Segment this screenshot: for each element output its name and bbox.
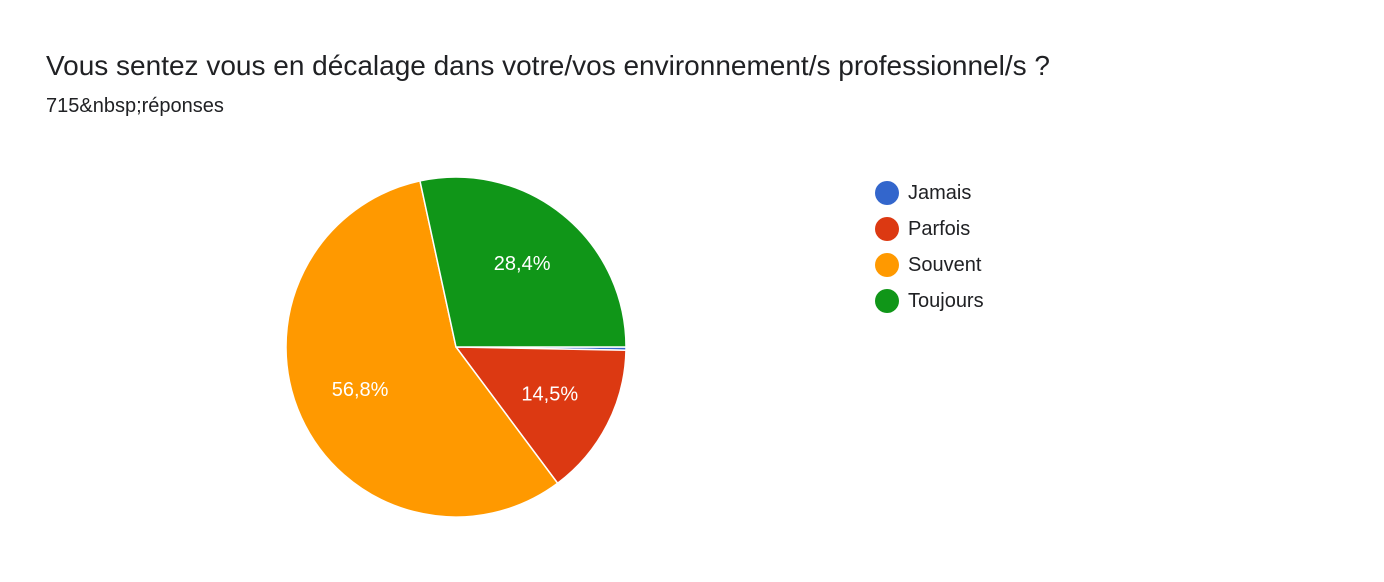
- chart-legend: Jamais Parfois Souvent Toujours: [875, 175, 984, 319]
- legend-swatch-icon: [875, 253, 899, 277]
- legend-swatch-icon: [875, 217, 899, 241]
- legend-item-parfois[interactable]: Parfois: [875, 211, 984, 247]
- slice-percent-label: 14,5%: [521, 383, 578, 405]
- pie-slice-parfois[interactable]: [454, 346, 627, 485]
- legend-item-toujours[interactable]: Toujours: [875, 283, 984, 319]
- pie-slice-souvent[interactable]: [285, 179, 559, 518]
- legend-item-jamais[interactable]: Jamais: [875, 175, 984, 211]
- chart-title: Vous sentez vous en décalage dans votre/…: [46, 50, 1050, 81]
- legend-swatch-icon: [875, 289, 899, 313]
- legend-label: Toujours: [908, 290, 984, 312]
- legend-label: Souvent: [908, 254, 982, 276]
- legend-label: Jamais: [908, 182, 972, 204]
- slice-percent-label: 56,8%: [332, 379, 389, 401]
- legend-swatch-icon: [875, 181, 899, 205]
- pie-slice-toujours[interactable]: [419, 176, 627, 348]
- slice-percent-label: 28,4%: [494, 253, 551, 275]
- legend-label: Parfois: [908, 218, 971, 240]
- response-count: 715&nbsp;réponses: [46, 95, 224, 117]
- legend-item-souvent[interactable]: Souvent: [875, 247, 984, 283]
